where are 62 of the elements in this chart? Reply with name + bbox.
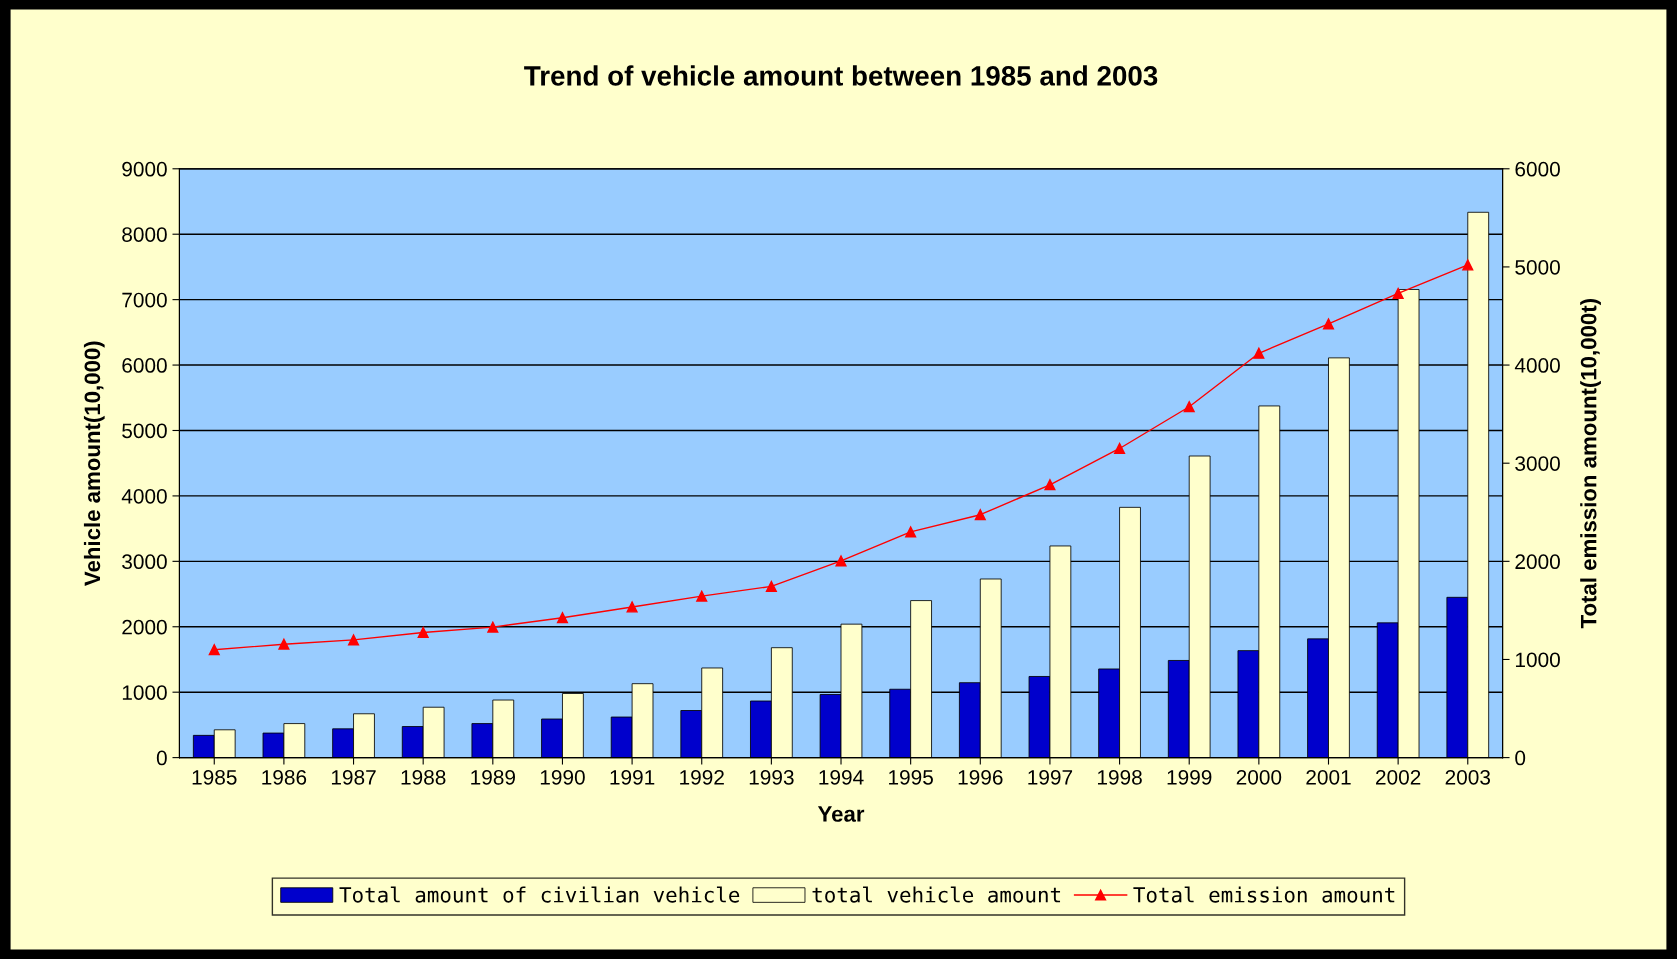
legend-label: total vehicle amount <box>812 886 1061 903</box>
point <box>1462 259 1474 271</box>
point <box>1253 347 1265 359</box>
x-tick-label: 1988 <box>401 769 446 785</box>
x-tick-label: 1989 <box>471 769 516 785</box>
legend-label: Total amount of civilian vehicle <box>339 886 740 903</box>
y-tick-label: 7000 <box>122 292 167 308</box>
y2-tick-label: 5000 <box>1515 259 1560 275</box>
x-tick-label: 1999 <box>1167 769 1212 785</box>
point <box>208 644 220 656</box>
point <box>1044 479 1056 491</box>
point <box>626 601 638 613</box>
x-tick-label: 2003 <box>1445 769 1491 785</box>
point <box>696 590 708 602</box>
point <box>347 634 360 646</box>
x-tick-label: 1991 <box>610 769 655 785</box>
point <box>1322 318 1335 330</box>
x-tick-label: 1997 <box>1028 769 1073 785</box>
chart-title: Trend of vehicle amount between 1985 and 2003 <box>524 65 1158 86</box>
legend-label: Total emission amount <box>1133 886 1395 903</box>
y-tick-label: 2000 <box>122 619 167 635</box>
y-tick-label: 6000 <box>122 358 167 373</box>
y-tick-label: 9000 <box>122 161 167 177</box>
y-tick-label: 5000 <box>122 423 167 439</box>
point <box>278 638 290 650</box>
x-tick-label: 1996 <box>958 769 1003 785</box>
x-tick-label: 1987 <box>331 769 376 785</box>
y2-tick-label: 2000 <box>1515 554 1560 570</box>
x-tick-label: 1986 <box>262 769 307 785</box>
point <box>487 621 499 633</box>
y2-tick-label: 0 <box>1515 750 1526 766</box>
x-tick-label: 1998 <box>1097 769 1142 785</box>
x-tick-label: 2002 <box>1376 769 1421 785</box>
point <box>1114 442 1126 455</box>
point <box>974 509 986 521</box>
y-tick-label: 0 <box>156 750 167 766</box>
x-tick-label: 1995 <box>889 769 933 785</box>
x-tick-label: 1993 <box>749 769 794 785</box>
x-tick-label: 1990 <box>540 769 585 785</box>
y2-tick-label: 3000 <box>1515 456 1560 471</box>
point <box>556 612 569 624</box>
point <box>417 626 429 639</box>
point <box>905 526 917 538</box>
point <box>1392 287 1404 299</box>
y2-tick-label: 1000 <box>1515 652 1560 668</box>
x-tick-label: 2000 <box>1236 769 1282 785</box>
x-tick-label: 1994 <box>819 769 864 785</box>
x-tick-label: 1985 <box>192 769 237 785</box>
x-tick-label: 2001 <box>1306 769 1351 785</box>
y-tick-label: 3000 <box>122 554 167 570</box>
point <box>765 580 777 592</box>
y-axis-title: Vehicle amount(10,000) <box>83 341 105 586</box>
y2-tick-label: 6000 <box>1515 161 1560 177</box>
y-tick-label: 8000 <box>122 227 167 242</box>
x-tick-label: 1992 <box>680 769 724 785</box>
y-tick-label: 1000 <box>122 685 167 700</box>
y2-axis-title: Total emission amount(10,000t) <box>1580 299 1601 629</box>
x-axis-title: Year <box>817 806 865 822</box>
y-tick-label: 4000 <box>121 488 167 504</box>
y2-tick-label: 4000 <box>1514 358 1560 373</box>
point <box>1183 401 1195 413</box>
point <box>835 555 847 567</box>
